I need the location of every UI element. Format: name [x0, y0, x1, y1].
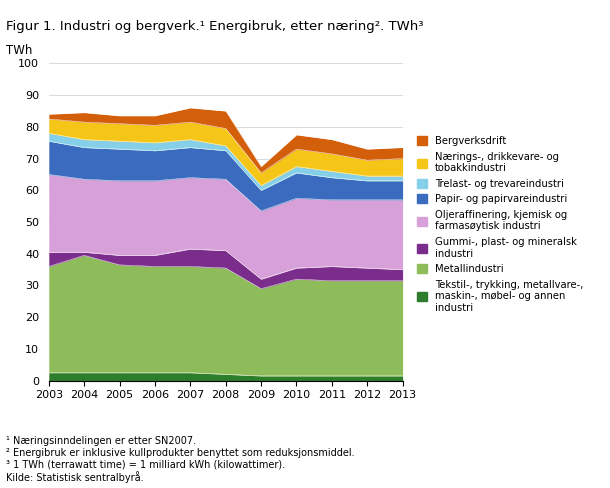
- Text: TWh: TWh: [6, 44, 33, 57]
- Legend: Bergverksdrift, Nærings-, drikkevare- og
tobakkindustri, Trelast- og trevareindu: Bergverksdrift, Nærings-, drikkevare- og…: [414, 133, 586, 316]
- Text: ¹ Næringsinndelingen er etter SN2007.
² Energibruk er inklusive kullprodukter be: ¹ Næringsinndelingen er etter SN2007. ² …: [6, 436, 355, 483]
- Text: Figur 1. Industri og bergverk.¹ Energibruk, etter næring². TWh³: Figur 1. Industri og bergverk.¹ Energibr…: [6, 20, 423, 33]
